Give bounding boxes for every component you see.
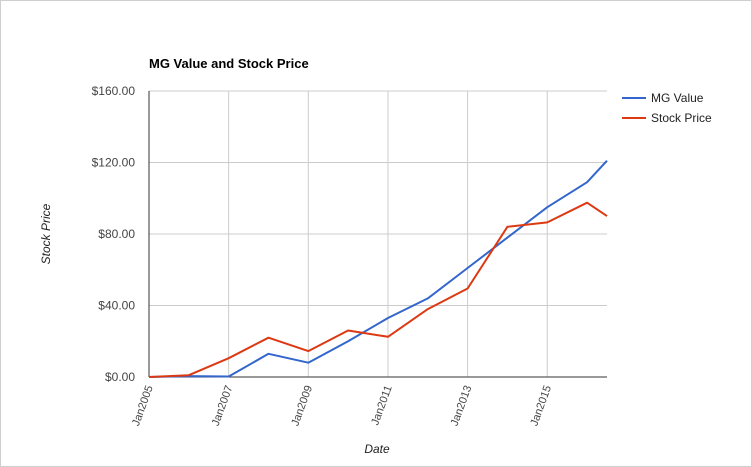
x-axis-title: Date (364, 442, 390, 456)
x-tick-labels: Jan2005 Jan2007 Jan2009 Jan2011 Jan2013 Jan20… (130, 384, 554, 428)
y-tick-label: $0.00 (105, 370, 135, 384)
x-tick-label: Jan2011 (369, 384, 394, 427)
y-tick-label: $80.00 (98, 227, 135, 241)
y-tick-label: $120.00 (92, 156, 136, 170)
stock-price-line (148, 201, 608, 378)
series-lines (148, 160, 608, 378)
y-tick-labels: $0.00 $40.00 $80.00 $120.00 $160.00 (92, 84, 136, 384)
y-axis-title: Stock Price (39, 203, 53, 264)
y-tick-label: $40.00 (98, 299, 135, 313)
x-tick-label: Jan2015 (528, 384, 554, 428)
y-tick-label: $160.00 (92, 84, 136, 98)
x-tick-label: Jan2009 (289, 384, 315, 428)
x-tick-label: Jan2013 (449, 384, 475, 428)
gridlines (148, 90, 607, 377)
x-tick-label: Jan2007 (210, 384, 236, 428)
chart-title: MG Value and Stock Price (149, 56, 309, 71)
mg-value-line (148, 160, 608, 378)
legend-label-mg-value: MG Value (651, 91, 704, 105)
legend-label-stock-price: Stock Price (651, 111, 712, 125)
legend: MG Value Stock Price (622, 91, 712, 125)
x-tick-label: Jan2005 (130, 384, 156, 428)
